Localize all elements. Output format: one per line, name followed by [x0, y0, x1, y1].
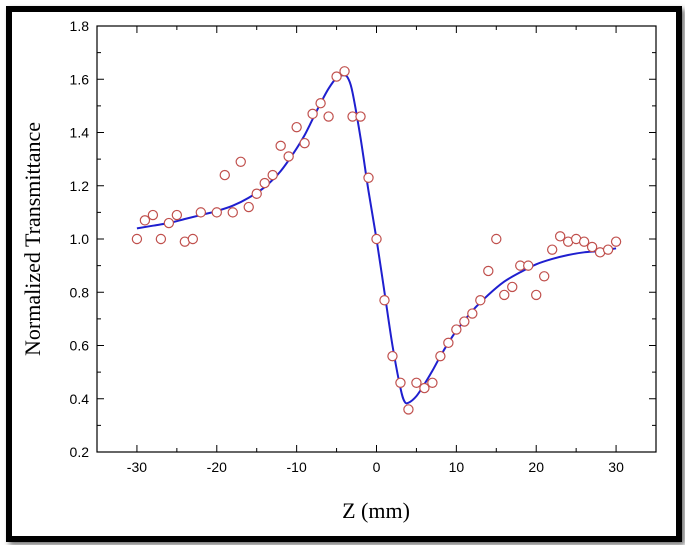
data-point — [371, 233, 382, 245]
data-point — [147, 209, 159, 221]
x-axis-title: Z (mm) — [342, 498, 410, 523]
data-point — [586, 241, 598, 253]
data-point — [610, 236, 622, 247]
data-point — [219, 169, 230, 181]
data-point — [195, 207, 207, 218]
data-point — [267, 169, 278, 181]
x-axis-ticks: -30 -20 -10 0 10 20 30 — [96, 26, 657, 475]
data-point — [315, 98, 326, 109]
data-point — [499, 289, 510, 301]
data-point — [243, 201, 254, 213]
data-point — [427, 377, 438, 388]
data-point — [355, 111, 366, 122]
data-point — [299, 137, 310, 149]
data-point — [171, 209, 183, 221]
data-point — [491, 233, 502, 245]
data-point — [363, 172, 374, 183]
data-point — [211, 207, 222, 218]
data-point — [283, 151, 294, 162]
data-point — [131, 233, 143, 245]
data-point — [395, 377, 406, 388]
y-tick-label: 0.6 — [70, 338, 90, 354]
x-tick-label: 20 — [528, 459, 544, 475]
data-point — [578, 236, 590, 247]
data-point — [323, 111, 334, 122]
y-axis-ticks: 0.2 0.4 0.6 0.8 1.0 1.2 1.4 1.6 1.8 — [70, 18, 656, 460]
data-point — [227, 207, 238, 218]
y-axis-title: Normalized Transmittance — [20, 122, 45, 356]
data-point — [435, 350, 446, 362]
data-point — [139, 215, 151, 226]
x-tick-label: -10 — [287, 459, 307, 475]
data-point — [475, 295, 486, 306]
data-point — [379, 295, 390, 306]
x-tick-label: -20 — [207, 459, 227, 475]
data-point — [259, 177, 270, 189]
data-point — [155, 233, 167, 245]
data-point — [387, 350, 398, 362]
data-point — [483, 265, 494, 277]
x-tick-label: 0 — [373, 459, 381, 475]
x-tick-label: 10 — [449, 459, 465, 475]
y-tick-label: 1.2 — [70, 178, 90, 194]
y-tick-label: 0.4 — [70, 391, 90, 407]
y-tick-label: 0.2 — [70, 444, 90, 460]
y-tick-label: 1.4 — [70, 125, 90, 141]
data-point — [539, 271, 550, 282]
data-point — [546, 244, 558, 255]
figure-frame — [6, 6, 682, 542]
y-tick-label: 1.0 — [70, 231, 90, 247]
x-tick-label: 30 — [608, 459, 624, 475]
data-point — [467, 308, 478, 319]
data-point — [163, 217, 175, 229]
data-point — [275, 140, 286, 152]
x-tick-label: -30 — [127, 459, 147, 475]
data-point — [291, 121, 302, 133]
data-point — [251, 188, 262, 199]
data-point — [403, 404, 414, 415]
y-tick-label: 0.8 — [70, 284, 90, 300]
data-point — [307, 108, 318, 120]
data-point — [411, 377, 422, 388]
data-point — [339, 66, 350, 77]
data-point — [187, 233, 199, 245]
data-point — [531, 289, 542, 301]
data-point — [443, 337, 454, 349]
data-point — [507, 281, 518, 293]
data-point — [451, 324, 462, 335]
data-point — [235, 156, 246, 167]
data-point — [602, 244, 614, 255]
data-point — [523, 260, 534, 271]
data-point — [554, 231, 566, 242]
data-markers-group — [131, 66, 622, 415]
y-tick-label: 1.6 — [70, 71, 90, 87]
data-point — [419, 382, 430, 394]
y-tick-label: 1.8 — [70, 18, 90, 34]
data-point — [331, 71, 342, 82]
data-point — [459, 316, 470, 327]
